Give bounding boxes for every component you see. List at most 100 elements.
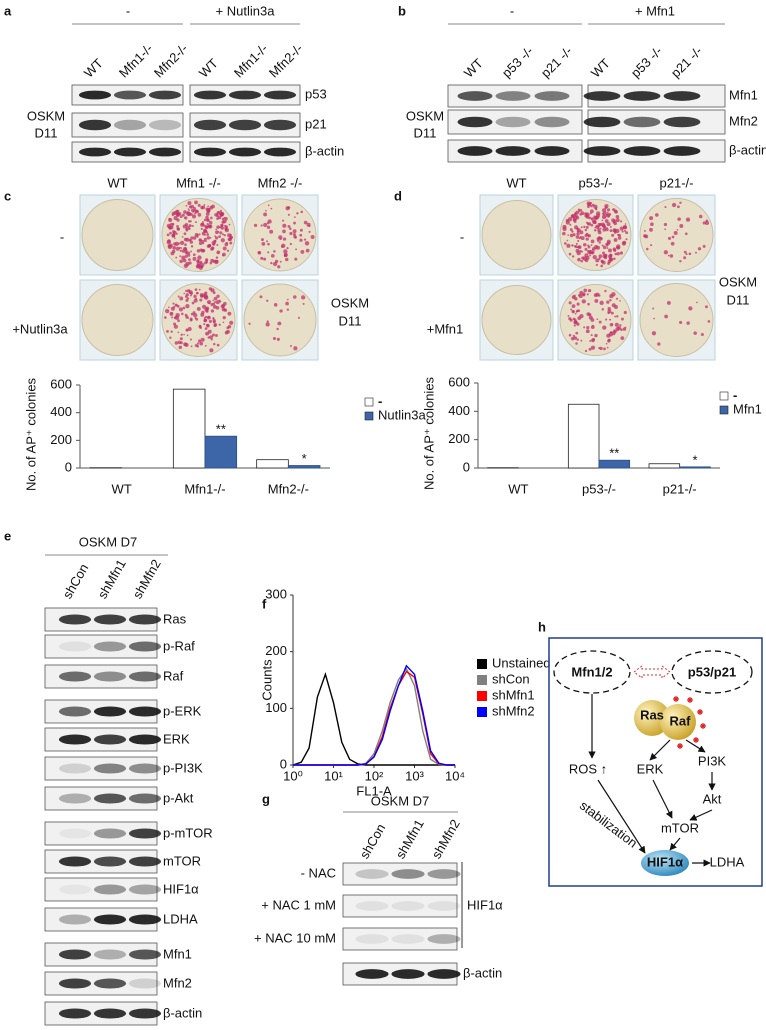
band [128,641,162,652]
colony [196,306,201,311]
colony [226,249,230,252]
colony [605,318,608,321]
colony [575,214,579,218]
x-tick-label: p53-/- [582,481,616,496]
colony [266,299,269,302]
lane-label: shCon [60,561,92,601]
colony [185,328,189,332]
colony [179,337,183,341]
band [113,119,147,131]
colony [174,341,179,345]
row-label: β-actin [305,143,344,158]
colony [592,219,597,224]
band [93,706,127,717]
node-shape [671,650,753,694]
colony [169,336,172,339]
band [78,119,112,131]
colony [196,234,199,237]
band [128,793,162,804]
colony [594,298,599,303]
colony [601,224,606,228]
colony [571,213,576,219]
colony [285,257,289,262]
colony [289,231,293,236]
significance: ** [216,422,226,437]
band [58,763,92,774]
row-label: +Nutlin3a [12,321,68,336]
colony [577,245,581,249]
colony [606,346,609,349]
colony [574,312,577,315]
colony [580,339,583,342]
colony [189,338,193,341]
colony [191,214,197,219]
colony [685,217,691,222]
colony [581,299,586,304]
colony [199,298,203,302]
x-axis-label: FL1-A [356,783,392,798]
colony [571,304,576,308]
colony [299,228,303,232]
colony [223,301,227,306]
colony [615,228,620,234]
legend-label: - [733,387,737,402]
colony [263,212,268,217]
phospho-mark [693,737,699,743]
colony [664,228,667,231]
colony [667,236,672,240]
colony [287,206,290,209]
colony [276,327,279,331]
legend-label: - [378,393,382,408]
colony [187,201,192,206]
colony [270,207,273,210]
colony [170,312,173,315]
condition-label: OSKM D7 [371,793,430,808]
band [93,763,127,774]
bar [679,466,711,469]
band [534,146,570,156]
legend-label: shMfn2 [492,703,535,718]
plate [481,285,552,355]
colony [189,318,193,322]
colony [179,215,183,219]
row-label: β-actin [163,1005,202,1020]
colony [173,324,178,329]
colony [195,221,197,224]
colony [694,251,697,254]
phospho-mark [697,709,703,715]
colony [277,265,281,269]
colony [589,254,592,257]
colony [195,297,198,300]
colony [185,304,190,309]
colony [580,226,583,229]
colony [688,306,693,311]
colony [212,304,217,309]
band [663,146,701,156]
band [93,614,127,625]
legend-swatch [477,675,487,685]
condition-label: OSKM [719,274,757,289]
phospho-mark [687,697,693,703]
legend-label: shCon [492,671,530,686]
colony [594,333,598,338]
colony [208,319,212,323]
colony [289,242,292,246]
arrow [652,779,673,819]
colony [306,222,311,227]
row-label: - NAC [301,865,336,880]
colony [205,258,209,262]
colony [200,205,204,210]
colony [613,257,616,261]
colony [178,242,181,245]
colony [198,233,201,236]
colony [204,344,207,347]
colony [609,299,612,302]
band [58,793,92,804]
colony [185,204,188,207]
colony [276,337,280,341]
band [495,116,531,128]
colony [205,215,209,220]
colony [575,248,580,253]
colony [587,302,590,306]
